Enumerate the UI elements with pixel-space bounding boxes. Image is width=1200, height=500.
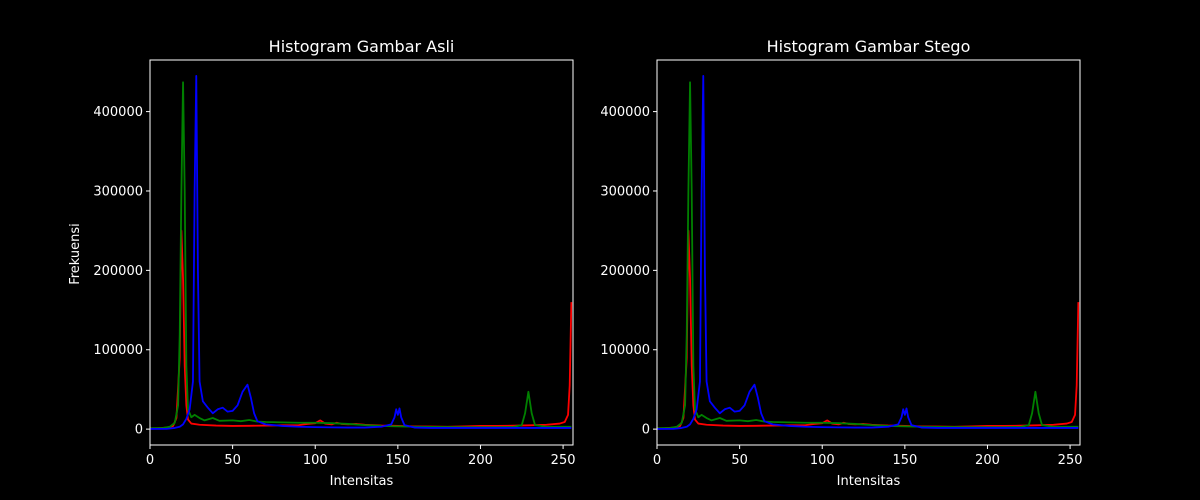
y-tick-label: 300000 [93, 184, 143, 199]
plot-area: 0 50 100 150 200 250 0 100000 200000 300000 400000 [93, 59, 576, 468]
x-tick-label: 0 [653, 453, 661, 468]
y-axis-label: Frekuensi [68, 223, 83, 285]
y-tick-label: 200000 [600, 264, 650, 279]
x-tick-label: 150 [385, 453, 410, 468]
series-group [657, 74, 1080, 430]
y-tick-label: 400000 [600, 105, 650, 120]
chart-title: Histogram Gambar Stego [767, 37, 971, 56]
chart-title: Histogram Gambar Asli [269, 37, 455, 56]
chart-panel-original: Histogram Gambar Asli Intensitas Frekuen… [68, 37, 576, 489]
x-tick-label: 100 [303, 453, 328, 468]
x-tick-label: 0 [146, 453, 154, 468]
x-tick-label: 250 [551, 453, 576, 468]
green-channel-line [657, 81, 1079, 430]
x-tick-label: 200 [468, 453, 493, 468]
y-tick-label: 300000 [600, 184, 650, 199]
axes-frame [149, 59, 574, 446]
chart-panel-stego: Histogram Gambar Stego Intensitas 0 50 100… [600, 37, 1082, 489]
x-axis-label: Intensitas [330, 474, 394, 489]
y-tick-label: 200000 [93, 264, 143, 279]
y-tick-label: 100000 [600, 343, 650, 358]
x-tick-label: 50 [731, 453, 748, 468]
y-tick-label: 100000 [93, 343, 143, 358]
x-tick-label: 250 [1058, 453, 1083, 468]
plot-area: 0 50 100 150 200 250 0 100000 200000 300000 400000 [600, 59, 1083, 468]
green-channel-line [150, 81, 572, 430]
y-tick-label: 400000 [93, 105, 143, 120]
x-tick-label: 200 [975, 453, 1000, 468]
blue-channel-line [657, 74, 1079, 430]
blue-channel-line [150, 74, 572, 430]
series-group [150, 74, 573, 430]
x-tick-label: 50 [224, 453, 241, 468]
axes-frame [656, 59, 1081, 446]
x-axis-label: Intensitas [837, 474, 901, 489]
x-tick-label: 150 [892, 453, 917, 468]
y-tick-label: 0 [135, 423, 143, 438]
y-tick-label: 0 [642, 423, 650, 438]
x-tick-label: 100 [810, 453, 835, 468]
